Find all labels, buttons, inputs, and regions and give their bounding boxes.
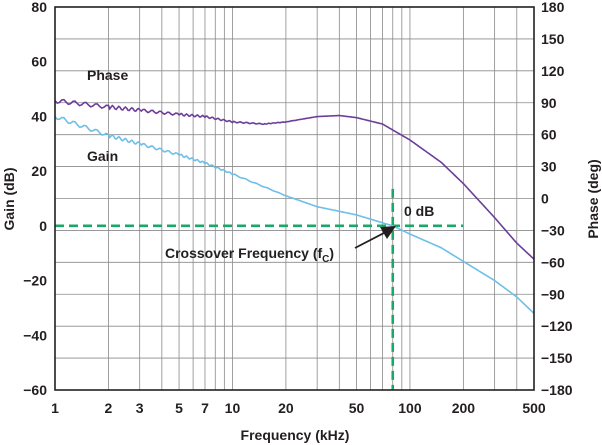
crossover-close: ) [329,245,334,261]
crossover-label-text: Crossover Frequency (f [165,245,322,261]
y-axis-label: Gain (dB) [1,168,17,231]
y2-tick-label: 90 [541,95,557,111]
zero-db-label: 0 dB [404,203,434,219]
crossover-arrow-head [380,226,396,239]
y-tick-label: 40 [31,108,47,124]
y2-tick-label: −120 [541,318,573,334]
series [54,98,535,314]
y2-tick-label: −90 [541,286,565,302]
y2-tick-label: 30 [541,159,557,175]
x-tick-label: 7 [201,400,209,416]
y2-tick-label: 0 [541,191,549,207]
x-tick-label: 10 [225,400,241,416]
y-tick-label: −20 [23,273,47,289]
crossover-arrow-shaft [354,232,385,249]
x-tick-label: 20 [278,400,294,416]
series-phase-line [54,98,535,260]
y-tick-label: 20 [31,163,47,179]
x-tick-label: 2 [105,400,113,416]
crossover-label: Crossover Frequency (fC) [165,245,334,265]
tick-labels: 1 2 3 5 7 10 20 50 100 200 500806040200−20−40−6018… [23,0,572,416]
x-tick-label: 5 [175,400,183,416]
plot-frame [54,6,535,391]
y-tick-label: −60 [23,382,47,398]
y-tick-label: 80 [31,0,47,15]
y2-tick-label: −30 [541,222,565,238]
y2-axis-label: Phase (deg) [585,159,601,238]
y2-tick-label: −180 [541,382,573,398]
reference-lines [55,188,464,390]
y2-tick-label: 150 [541,31,565,47]
y2-tick-label: −150 [541,350,573,366]
x-tick-label: 3 [136,400,144,416]
gain-label: Gain [87,148,118,164]
x-tick-label: 50 [349,400,365,416]
y2-tick-label: 60 [541,127,557,143]
x-tick-label: 500 [522,400,546,416]
x-tick-label: 1 [51,400,59,416]
crossover-arrow [354,226,396,249]
series-gain-line [54,115,535,314]
x-tick-label: 200 [452,400,476,416]
phase-label: Phase [87,67,128,83]
y2-tick-label: 120 [541,63,565,79]
crossover-subscript: C [322,254,329,265]
y2-tick-label: 180 [541,0,565,15]
x-axis-label: Frequency (kHz) [241,427,350,443]
y-tick-label: 0 [39,218,47,234]
y-tick-label: −40 [23,327,47,343]
y2-tick-label: −60 [541,254,565,270]
y-tick-label: 60 [31,54,47,70]
x-tick-label: 100 [398,400,422,416]
